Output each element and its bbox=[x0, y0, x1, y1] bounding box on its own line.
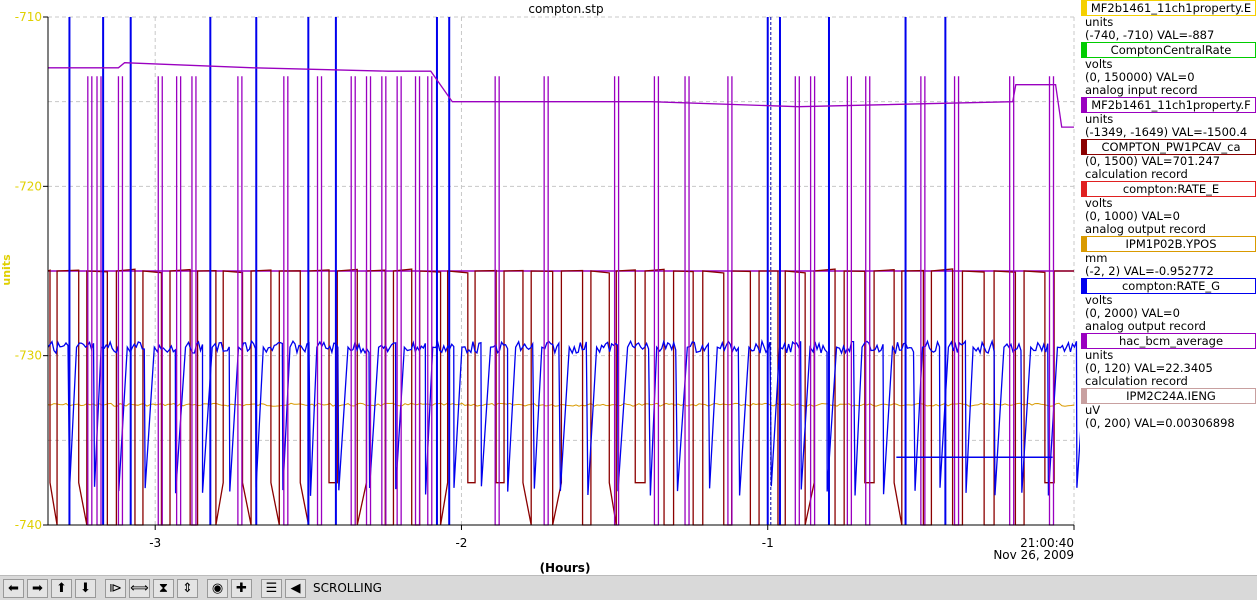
legend-detail: (-2, 2) VAL=-0.952772 bbox=[1085, 264, 1214, 278]
legend-entry[interactable]: COMPTON_PW1PCAV_ca bbox=[1081, 139, 1256, 155]
series-mf2b1461-f-drop bbox=[414, 76, 421, 526]
series-mf2b1461-f-drop bbox=[846, 76, 853, 526]
series-mf2b1461-f-drop bbox=[494, 76, 500, 526]
x-axis: -3 -2 -1 21:00:40 bbox=[48, 524, 1075, 550]
x-axis-label: (Hours) bbox=[540, 561, 591, 575]
legend-detail: units bbox=[1085, 348, 1114, 362]
x-tick-label: -3 bbox=[149, 536, 161, 550]
series-mf2b1461-f-drop bbox=[283, 76, 289, 526]
autoscale-icon[interactable]: ◉ bbox=[207, 578, 228, 598]
arrow-down-icon[interactable]: ⬇ bbox=[75, 578, 96, 598]
legend-entry[interactable]: ComptonCentralRate bbox=[1081, 42, 1256, 58]
legend-detail: volts bbox=[1085, 57, 1113, 71]
legend: MF2b1461_11ch1property.E units (-740, -710… bbox=[1080, 0, 1257, 430]
legend-detail: calculation record bbox=[1085, 374, 1188, 388]
legend-detail: uV bbox=[1085, 403, 1101, 417]
legend-entry[interactable]: hac_bcm_average bbox=[1081, 333, 1256, 349]
legend-detail: (0, 150000) VAL=0 bbox=[1085, 70, 1195, 84]
series-mf2b1461-f bbox=[48, 62, 1074, 128]
arrow-left-icon[interactable]: ⬅ bbox=[3, 578, 24, 598]
legend-detail: units bbox=[1085, 15, 1114, 29]
series-mf2b1461-f-drop bbox=[381, 76, 387, 526]
y-tick-label: -710 bbox=[15, 10, 42, 24]
legend-detail: (0, 120) VAL=22.3405 bbox=[1085, 361, 1213, 375]
legend-entry[interactable]: compton:RATE_G bbox=[1081, 278, 1256, 294]
legend-entry[interactable]: MF2b1461_11ch1property.F bbox=[1081, 97, 1256, 113]
zoom-in-y-icon[interactable]: ⧗ bbox=[153, 578, 174, 598]
series-mf2b1461-f-drop bbox=[96, 76, 102, 526]
arrow-up-icon[interactable]: ⬆ bbox=[51, 578, 72, 598]
chart-title: compton.stp bbox=[528, 2, 603, 16]
zoom-out-y-icon[interactable]: ⇕ bbox=[177, 578, 198, 598]
legend-detail: (0, 200) VAL=0.00306898 bbox=[1085, 416, 1235, 430]
series-mf2b1461-f-drop bbox=[653, 76, 660, 526]
y-axis: -710 -720 -730 -740 bbox=[15, 10, 49, 532]
legend-detail: (0, 1500) VAL=701.247 bbox=[1085, 154, 1221, 168]
y-tick-label: -740 bbox=[15, 518, 42, 532]
legend-detail: (0, 2000) VAL=0 bbox=[1085, 306, 1180, 320]
series-mf2b1461-f-drop bbox=[427, 76, 433, 526]
legend-detail: volts bbox=[1085, 196, 1113, 210]
legend-detail: analog input record bbox=[1085, 83, 1198, 97]
legend-detail: units bbox=[1085, 112, 1114, 126]
series-mf2b1461-f-drop bbox=[684, 76, 690, 526]
series-mf2b1461-f-drop bbox=[396, 76, 402, 526]
series-mf2b1461-f-drop bbox=[237, 76, 243, 526]
series-mf2b1461-f-drop bbox=[794, 76, 800, 526]
status-text: SCROLLING bbox=[313, 581, 382, 595]
undo-icon[interactable]: ◀ bbox=[285, 578, 306, 598]
legend-detail: analog output record bbox=[1085, 319, 1206, 333]
series-mf2b1461-f-drop bbox=[809, 76, 816, 526]
legend-entry[interactable]: MF2b1461_11ch1property.E bbox=[1081, 0, 1256, 16]
legend-detail: (-740, -710) VAL=-887 bbox=[1085, 28, 1215, 42]
series-mf2b1461-f-drop bbox=[727, 76, 733, 526]
date-label: Nov 26, 2009 bbox=[993, 548, 1074, 562]
arrow-right-icon[interactable]: ➡ bbox=[27, 578, 48, 598]
legend-detail: (-1349, -1649) VAL=-1500.4 bbox=[1085, 125, 1248, 139]
series-compton-rate-g bbox=[47, 338, 1080, 496]
legend-entry[interactable]: IPM2C24A.IENG bbox=[1081, 388, 1256, 404]
series-compton-pw1pcav-ca bbox=[47, 268, 1074, 526]
config-icon[interactable]: ☰ bbox=[261, 578, 282, 598]
series-mf2b1461-f-drop bbox=[543, 76, 549, 526]
x-tick-label: -1 bbox=[762, 536, 774, 550]
y-tick-label: -720 bbox=[15, 179, 42, 193]
traces bbox=[47, 17, 1080, 526]
zoom-out-x-icon[interactable]: ⟺ bbox=[129, 578, 150, 598]
series-mf2b1461-f-drop bbox=[365, 76, 372, 526]
legend-detail: analog output record bbox=[1085, 222, 1206, 236]
legend-detail: volts bbox=[1085, 293, 1113, 307]
series-mf2b1461-f-drop bbox=[191, 76, 197, 526]
series-mf2b1461-f-drop bbox=[865, 76, 871, 526]
chart: compton.stp units (Hours) Nov 26, 2009 -… bbox=[0, 2, 1080, 575]
toolbar: ⬅ ➡ ⬆ ⬇ ⧐ ⟺ ⧗ ⇕ ◉ ✚ ☰ ◀ SCROLLING bbox=[0, 575, 1257, 600]
x-tick-label: 21:00:40 bbox=[1020, 536, 1074, 550]
series-mf2b1461-f-drop bbox=[87, 76, 93, 526]
series-mf2b1461-f-drop bbox=[157, 76, 163, 526]
series-mf2b1461-f-drop bbox=[350, 76, 356, 526]
x-tick-label: -2 bbox=[455, 536, 467, 550]
series-mf2b1461-f-drop bbox=[316, 76, 323, 526]
y-axis-label: units bbox=[0, 254, 13, 286]
legend-detail: calculation record bbox=[1085, 167, 1188, 181]
add-icon[interactable]: ✚ bbox=[231, 578, 252, 598]
y-tick-label: -730 bbox=[15, 349, 42, 363]
legend-entry[interactable]: compton:RATE_E bbox=[1081, 181, 1256, 197]
zoom-in-x-icon[interactable]: ⧐ bbox=[105, 578, 126, 598]
legend-detail: (0, 1000) VAL=0 bbox=[1085, 209, 1180, 223]
legend-detail: mm bbox=[1085, 251, 1108, 265]
legend-entry[interactable]: IPM1P02B.YPOS bbox=[1081, 236, 1256, 252]
